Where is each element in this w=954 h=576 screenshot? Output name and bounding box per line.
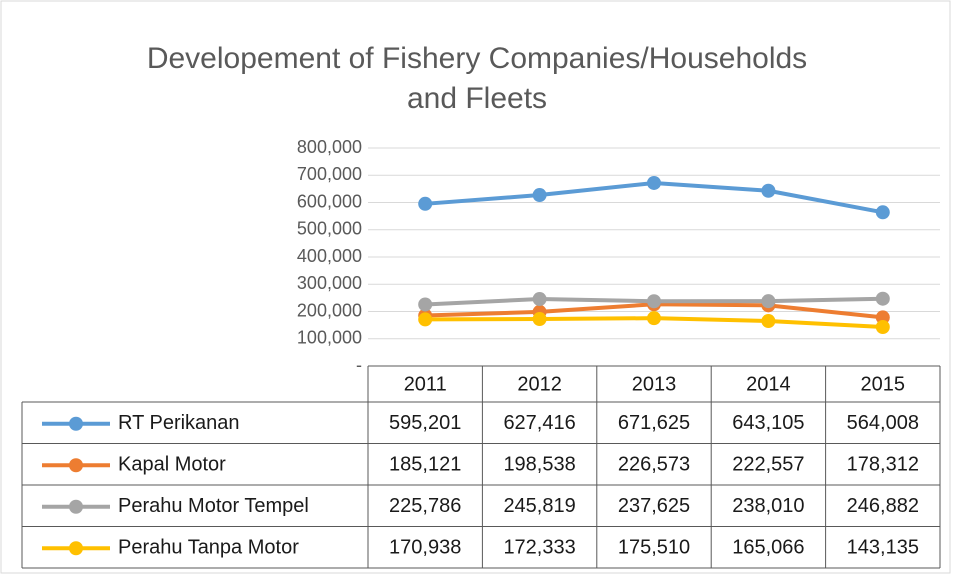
data-point	[761, 294, 776, 309]
x-tick-label: 2011	[404, 373, 447, 395]
legend-label: Perahu Tanpa Motor	[118, 537, 299, 559]
table-value: 245,819	[503, 495, 575, 517]
x-tick-label: 2015	[861, 373, 906, 395]
data-point	[532, 292, 547, 307]
table-value: 172,333	[503, 537, 575, 559]
legend-key-marker	[69, 416, 83, 431]
table-value: 595,201	[389, 412, 461, 434]
table-value: 226,573	[618, 454, 690, 476]
y-tick-label: 600,000	[297, 191, 362, 211]
data-point	[761, 183, 776, 198]
data-point	[875, 205, 890, 220]
y-tick-label: 100,000	[297, 328, 362, 348]
table-value: 178,312	[847, 454, 919, 476]
table-value: 237,625	[618, 495, 690, 517]
data-point	[875, 310, 890, 325]
table-value: 198,538	[503, 454, 575, 476]
data-point	[418, 196, 433, 211]
data-point	[875, 291, 890, 306]
data-point	[875, 319, 890, 334]
y-tick-label: 300,000	[297, 273, 362, 293]
table-value: 165,066	[732, 537, 804, 559]
x-tick-label: 2014	[746, 373, 791, 395]
y-tick-label: 200,000	[297, 300, 362, 320]
chart-title: Developement of Fishery Companies/Househ…	[147, 42, 807, 75]
table-value: 222,557	[732, 454, 804, 476]
table-value: 185,121	[389, 454, 461, 476]
legend-label: Perahu Motor Tempel	[118, 495, 309, 517]
legend-key-marker	[69, 458, 83, 473]
table-value: 671,625	[618, 412, 690, 434]
y-tick-label: -	[356, 355, 362, 375]
y-tick-label: 500,000	[297, 219, 362, 239]
legend-key-marker	[69, 499, 83, 514]
data-point	[532, 188, 547, 203]
table-value: 564,008	[847, 412, 919, 434]
data-point	[647, 294, 661, 309]
y-tick-label: 700,000	[297, 164, 362, 184]
data-point	[532, 312, 547, 327]
table-value: 643,105	[732, 412, 804, 434]
x-tick-label: 2013	[632, 373, 677, 395]
data-point	[418, 297, 433, 312]
legend-key-marker	[69, 541, 83, 556]
data-point	[647, 175, 661, 190]
data-point	[647, 311, 661, 326]
table-value: 238,010	[732, 495, 804, 517]
x-tick-label: 2012	[517, 373, 562, 395]
chart-title: and Fleets	[407, 82, 547, 115]
table-value: 170,938	[389, 537, 461, 559]
legend-label: RT Perikanan	[118, 412, 240, 434]
data-point	[761, 314, 776, 329]
legend-label: Kapal Motor	[118, 454, 226, 476]
y-tick-label: 400,000	[297, 246, 362, 266]
table-value: 225,786	[389, 495, 461, 517]
data-point	[418, 312, 433, 327]
y-tick-label: 800,000	[297, 137, 362, 157]
table-value: 246,882	[847, 495, 919, 517]
table-value: 175,510	[618, 537, 690, 559]
table-value: 627,416	[503, 412, 575, 434]
table-value: 143,135	[847, 537, 919, 559]
